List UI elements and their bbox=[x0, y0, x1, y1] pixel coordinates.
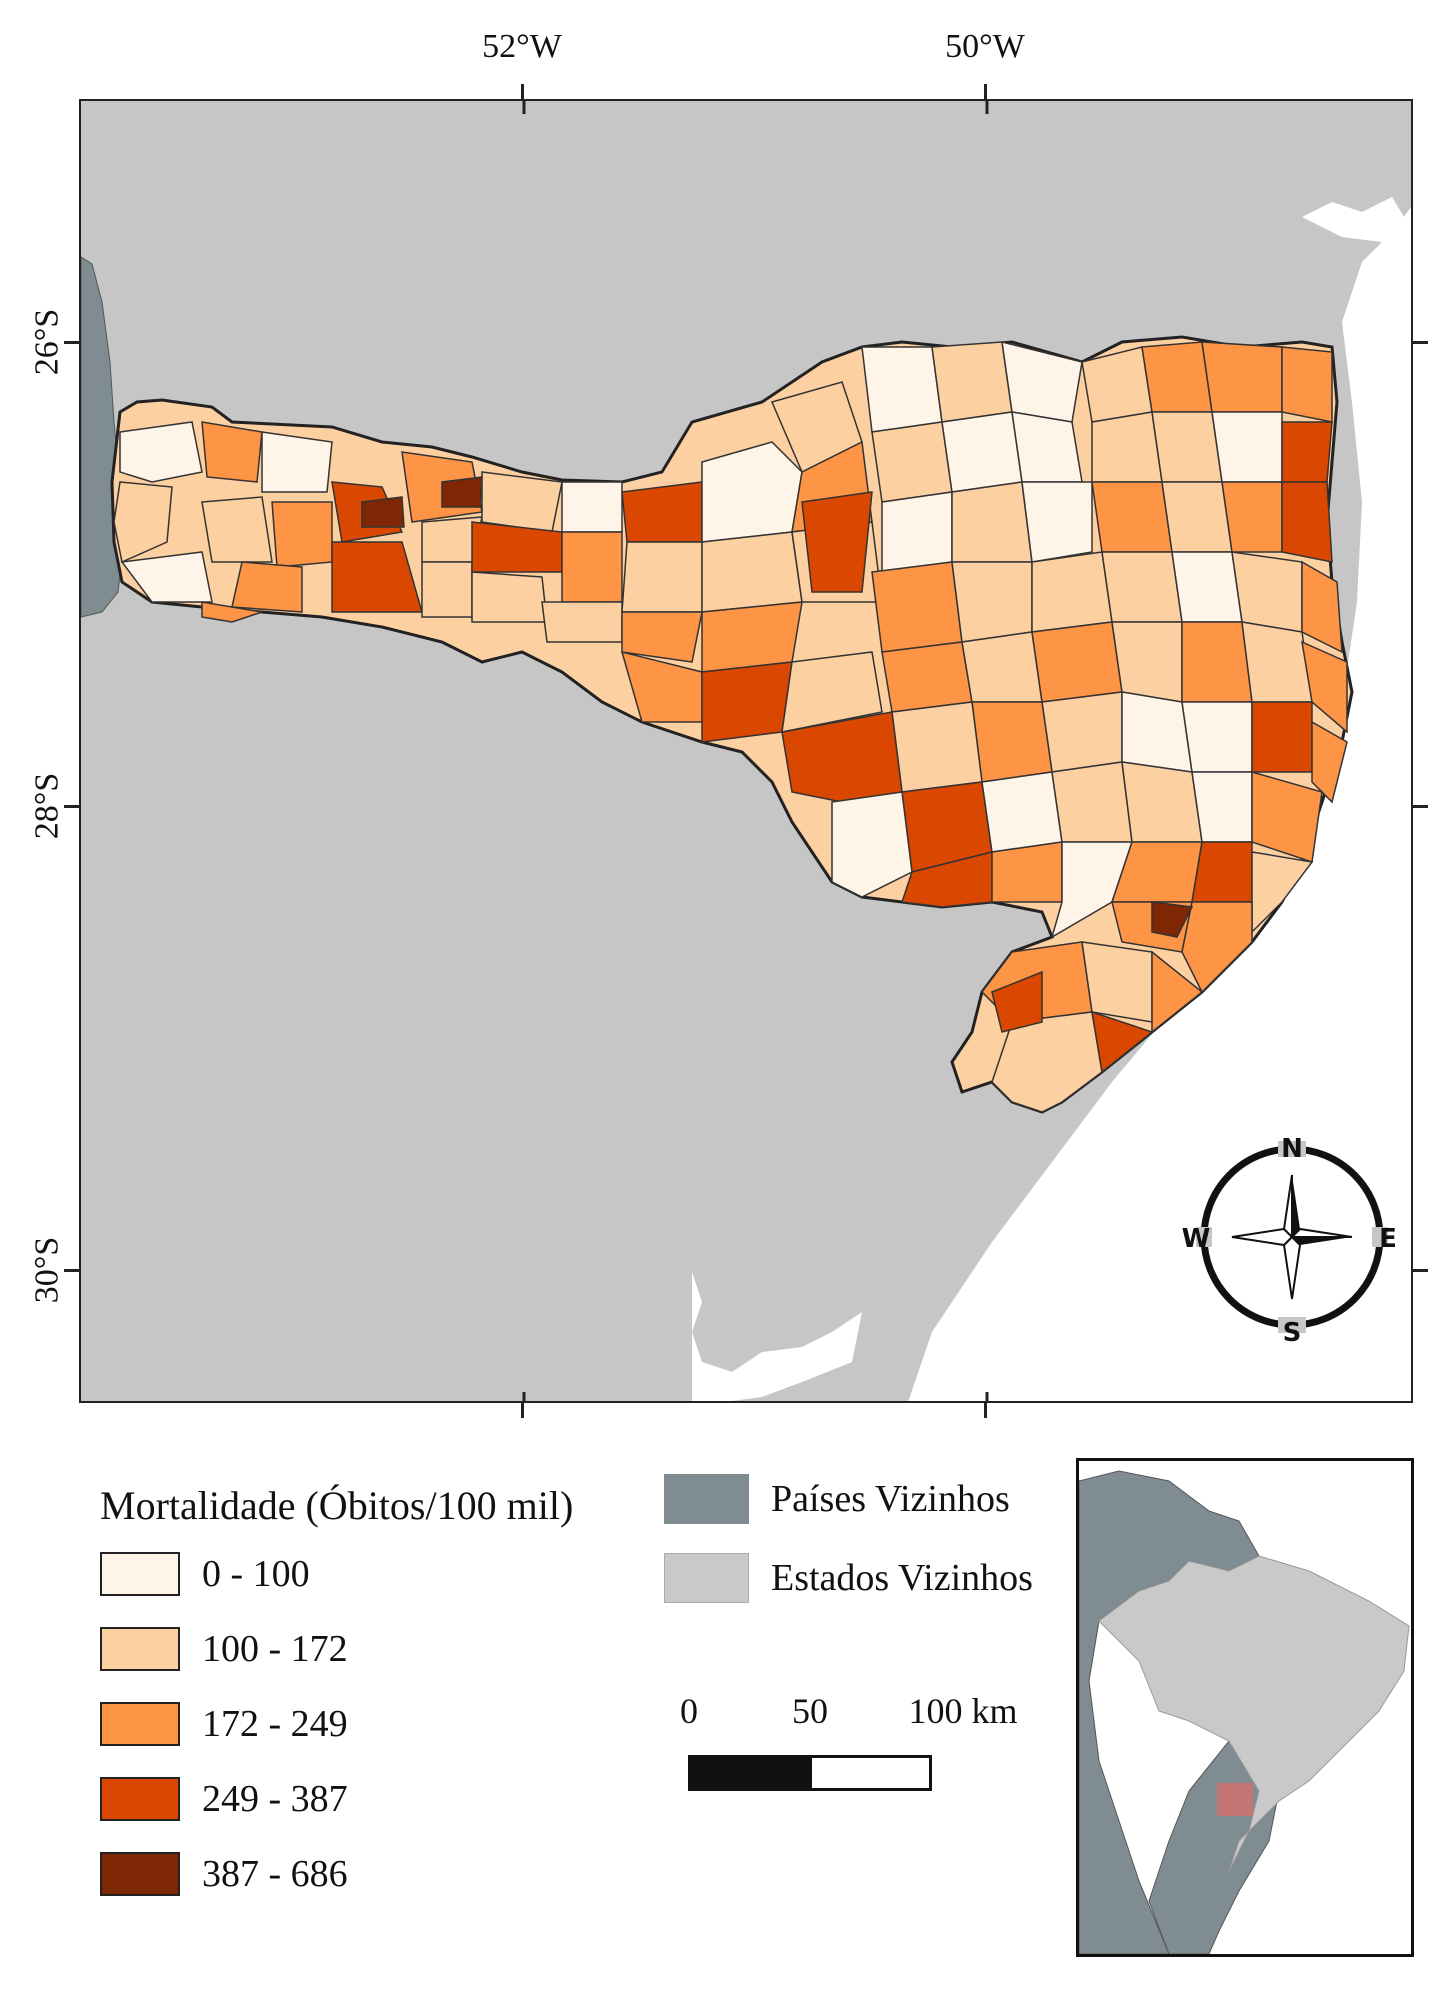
legend-label: 0 - 100 bbox=[202, 1553, 310, 1595]
longitude-label-50w: 50°W bbox=[945, 28, 1025, 65]
inset-highlight bbox=[1217, 1783, 1253, 1816]
latitude-label-30s: 30°S bbox=[28, 1236, 66, 1304]
latitude-label-26s: 26°S bbox=[28, 308, 66, 376]
tick-left-28s bbox=[64, 805, 80, 808]
legend-swatch bbox=[100, 1702, 180, 1746]
legend-item-class-1: 0 - 100 bbox=[100, 1550, 310, 1598]
compass-label-e: E bbox=[1379, 1224, 1397, 1254]
legend-item-neighbor-countries: Países Vizinhos bbox=[664, 1474, 1010, 1524]
scale-label-50: 50 bbox=[792, 1691, 828, 1731]
legend-title: Mortalidade (Óbitos/100 mil) bbox=[100, 1483, 574, 1528]
legend-swatch bbox=[100, 1852, 180, 1896]
legend-item-class-2: 100 - 172 bbox=[100, 1625, 348, 1673]
compass-rose: N S W E bbox=[1182, 1134, 1397, 1348]
tick-left-30s bbox=[64, 1269, 80, 1272]
legend-item-class-4: 249 - 387 bbox=[100, 1775, 348, 1823]
legend-swatch bbox=[100, 1627, 180, 1671]
latitude-label-28s: 28°S bbox=[28, 772, 66, 840]
scale-bar bbox=[688, 1755, 932, 1791]
inset-locator-map[interactable] bbox=[1076, 1458, 1414, 1957]
legend-item-class-5: 387 - 686 bbox=[100, 1850, 348, 1898]
bay-area bbox=[1302, 197, 1407, 242]
compass-label-s: S bbox=[1283, 1318, 1302, 1348]
legend-swatch bbox=[100, 1552, 180, 1596]
scale-label-0: 0 bbox=[680, 1691, 698, 1731]
tick-right-28s bbox=[1412, 805, 1428, 808]
tick-bottom-50w bbox=[984, 1402, 987, 1418]
compass-label-w: W bbox=[1182, 1224, 1211, 1254]
tick-top-50w bbox=[984, 84, 987, 100]
inner-ticks bbox=[522, 101, 989, 1401]
legend-label: 387 - 686 bbox=[202, 1853, 348, 1895]
legend-item-class-3: 172 - 249 bbox=[100, 1700, 348, 1748]
tick-right-30s bbox=[1412, 1269, 1428, 1272]
main-map[interactable]: N S W E bbox=[79, 99, 1413, 1403]
scale-bar-black-segment bbox=[691, 1758, 812, 1788]
tick-top-52w bbox=[521, 84, 524, 100]
legend-swatch-states bbox=[664, 1553, 749, 1603]
ocean-area bbox=[908, 207, 1411, 1401]
tick-left-26s bbox=[64, 341, 80, 344]
legend-label: 172 - 249 bbox=[202, 1703, 348, 1745]
legend-item-neighbor-states: Estados Vizinhos bbox=[664, 1553, 1033, 1603]
scale-label-100km: 100 km bbox=[908, 1691, 1018, 1731]
legend-label: 249 - 387 bbox=[202, 1778, 348, 1820]
tick-right-26s bbox=[1412, 341, 1428, 344]
longitude-label-52w: 52°W bbox=[482, 28, 562, 65]
tick-bottom-52w bbox=[521, 1402, 524, 1418]
legend-label: 100 - 172 bbox=[202, 1628, 348, 1670]
legend-swatch bbox=[100, 1777, 180, 1821]
legend-label: Estados Vizinhos bbox=[771, 1557, 1033, 1599]
lagoon-area bbox=[692, 1272, 862, 1401]
legend-label: Países Vizinhos bbox=[771, 1478, 1010, 1520]
legend-swatch-countries bbox=[664, 1474, 749, 1524]
compass-label-n: N bbox=[1281, 1134, 1303, 1164]
municipality-patches bbox=[113, 341, 1348, 1113]
